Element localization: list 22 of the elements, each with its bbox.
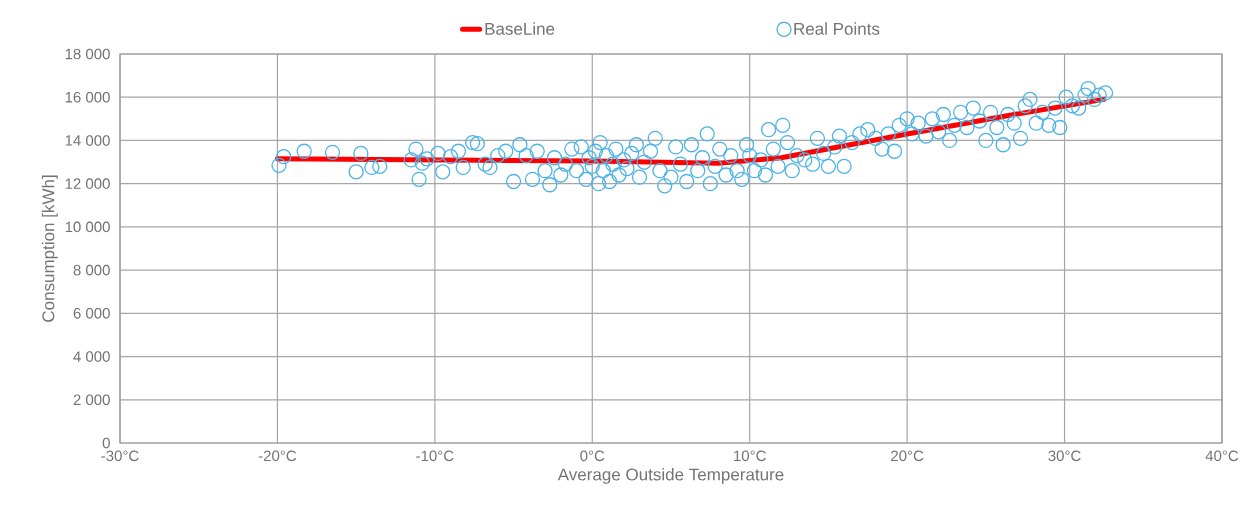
- x-tick-label: 20°C: [891, 450, 924, 462]
- x-tick-label: -30°C: [101, 450, 139, 462]
- legend-label: BaseLine: [485, 22, 555, 35]
- x-axis-title: Average Outside Temperature: [557, 468, 784, 484]
- x-tick-label: -10°C: [416, 450, 454, 462]
- y-axis-title: Consumption [kWh]: [41, 175, 58, 322]
- y-tick-label: 12 000: [65, 178, 110, 189]
- x-tick-label: 0°C: [580, 450, 605, 462]
- y-tick-label: 14 000: [65, 135, 110, 146]
- y-tick-label: 4 000: [73, 351, 110, 362]
- x-tick-label: 30°C: [1048, 450, 1081, 462]
- x-tick-label: -20°C: [258, 450, 297, 462]
- x-tick-label: 40°C: [1205, 450, 1239, 462]
- y-tick-label: 0: [102, 437, 110, 449]
- y-tick-label: 2 000: [73, 394, 110, 406]
- x-tick-label: 10°C: [734, 450, 766, 462]
- y-tick-label: 16 000: [65, 91, 110, 103]
- y-tick-label: 8 000: [73, 264, 110, 276]
- y-tick-label: 6 000: [73, 308, 110, 319]
- y-tick-label: 18 000: [65, 48, 110, 60]
- y-tick-label: 10 000: [65, 221, 110, 233]
- legend-label: Real Points: [794, 22, 880, 35]
